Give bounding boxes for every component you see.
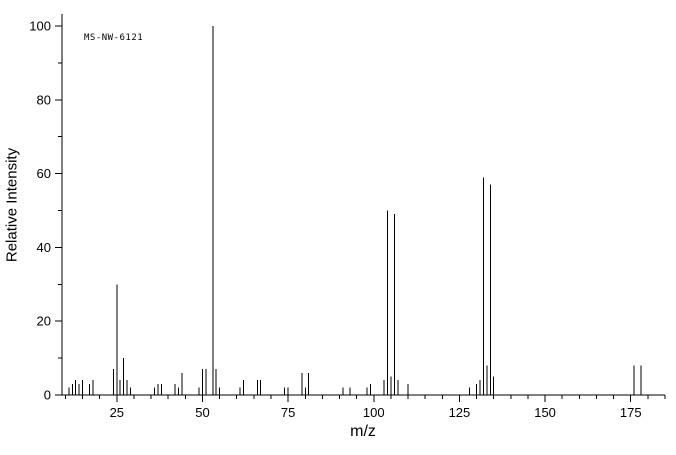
y-tick-label: 0 [44,388,51,403]
x-tick-label: 50 [195,405,209,420]
x-axis-label: m/z [350,423,376,440]
x-tick-label: 175 [620,405,642,420]
y-axis-label: Relative Intensity [3,147,21,263]
x-tick-label: 150 [534,405,556,420]
x-tick-label: 25 [110,405,124,420]
x-tick-label: 125 [449,405,471,420]
x-tick-label: 75 [281,405,295,420]
y-tick-label: 60 [37,166,51,181]
x-tick-label: 100 [363,405,385,420]
y-tick-label: 80 [37,92,51,107]
y-tick-label: 40 [37,240,51,255]
y-tick-label: 100 [29,19,51,34]
spectrum-id-label: MS-NW-6121 [84,33,144,43]
y-tick-label: 20 [37,314,51,329]
